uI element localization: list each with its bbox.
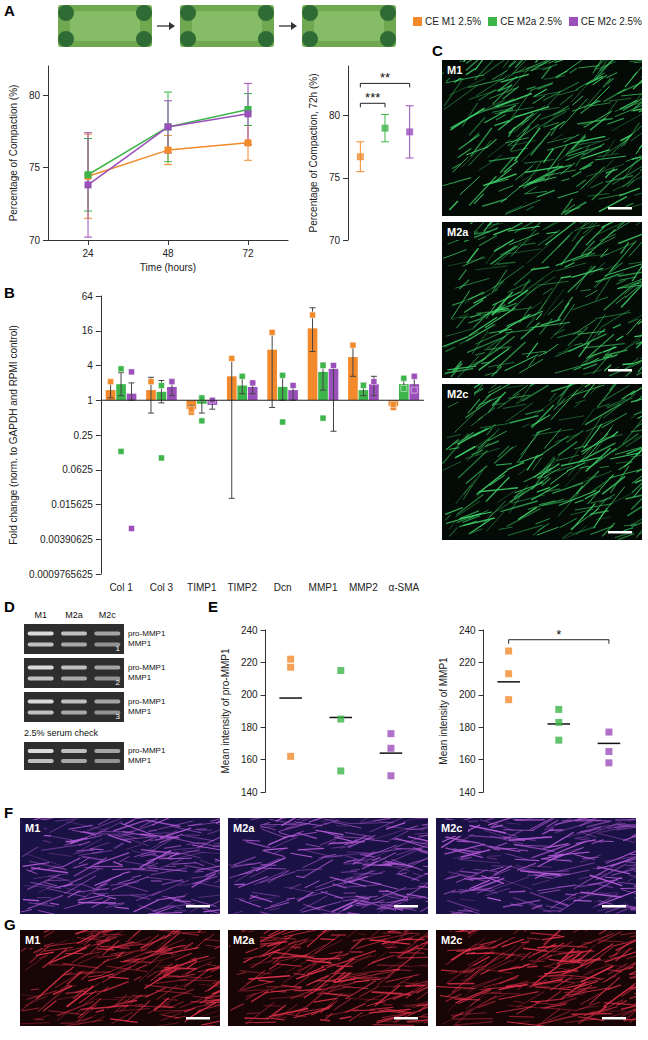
html-text:pro-MMP1: pro-MMP1 xyxy=(128,662,166,672)
html-text:CE M2c 2.5%: CE M2c 2.5% xyxy=(580,16,642,27)
html-text:CE M1 2.5%: CE M1 2.5% xyxy=(425,16,482,27)
html-text:M2a: M2a xyxy=(65,610,83,620)
html-text:MMP1: MMP1 xyxy=(128,639,152,649)
svg-text:0.25: 0.25 xyxy=(73,430,93,441)
svg-text:0.0625: 0.0625 xyxy=(62,464,93,475)
svg-text:1: 1 xyxy=(116,644,121,653)
svg-text:M1: M1 xyxy=(447,64,462,76)
svg-text:24: 24 xyxy=(82,248,94,259)
svg-text:180: 180 xyxy=(241,722,258,733)
svg-text:140: 140 xyxy=(459,787,476,798)
svg-text:M2c: M2c xyxy=(447,388,468,400)
svg-text:2: 2 xyxy=(116,678,121,687)
svg-text:48: 48 xyxy=(162,248,174,259)
svg-text:M2a: M2a xyxy=(447,226,469,238)
html-text:G: G xyxy=(4,916,16,933)
html-text:MMP1: MMP1 xyxy=(128,673,152,683)
svg-text:0.015625: 0.015625 xyxy=(51,499,93,510)
html-text:pro-MMP1: pro-MMP1 xyxy=(128,746,166,755)
svg-text:Mean intensity of pro-MMP1: Mean intensity of pro-MMP1 xyxy=(220,648,231,773)
svg-text:Col 1: Col 1 xyxy=(109,582,133,593)
html-text:A: A xyxy=(4,2,15,19)
svg-text:Mean intensity of MMP1: Mean intensity of MMP1 xyxy=(438,657,449,765)
svg-text:*: * xyxy=(556,627,561,642)
svg-text:16: 16 xyxy=(82,325,94,336)
svg-text:TIMP2: TIMP2 xyxy=(228,582,258,593)
html-text:MMP1: MMP1 xyxy=(128,756,152,765)
svg-text:4: 4 xyxy=(87,360,93,371)
svg-text:64: 64 xyxy=(82,291,94,302)
html-text:pro-MMP1: pro-MMP1 xyxy=(128,696,166,706)
html-text:D: D xyxy=(4,598,15,615)
html-text:M2c: M2c xyxy=(98,610,116,620)
svg-text:220: 220 xyxy=(459,657,476,668)
svg-text:MMP2: MMP2 xyxy=(349,582,378,593)
html-text:MMP1: MMP1 xyxy=(128,707,152,717)
svg-text:M1: M1 xyxy=(25,822,40,834)
svg-text:M2a: M2a xyxy=(233,822,255,834)
svg-text:240: 240 xyxy=(241,625,258,636)
svg-text:M2c: M2c xyxy=(441,934,462,946)
svg-text:MMP1: MMP1 xyxy=(309,582,338,593)
svg-text:220: 220 xyxy=(241,657,258,668)
svg-text:160: 160 xyxy=(241,754,258,765)
svg-text:75: 75 xyxy=(329,172,341,183)
html-text:2.5% serum check: 2.5% serum check xyxy=(24,728,98,738)
svg-text:0.0009765625: 0.0009765625 xyxy=(29,569,93,580)
svg-text:***: *** xyxy=(365,90,380,105)
svg-text:3: 3 xyxy=(116,712,121,721)
svg-text:160: 160 xyxy=(459,754,476,765)
html-text:M1: M1 xyxy=(34,610,47,620)
svg-text:M2a: M2a xyxy=(233,934,255,946)
svg-text:Fold change (norm. to GAPDH an: Fold change (norm. to GAPDH and RPMI con… xyxy=(8,325,19,545)
svg-text:Col 3: Col 3 xyxy=(150,582,174,593)
svg-text:TIMP1: TIMP1 xyxy=(187,582,217,593)
svg-text:80: 80 xyxy=(29,90,41,101)
svg-text:200: 200 xyxy=(459,689,476,700)
svg-text:Percentage of Compaction, 72h: Percentage of Compaction, 72h (%) xyxy=(308,74,319,233)
svg-text:200: 200 xyxy=(241,689,258,700)
svg-text:80: 80 xyxy=(329,110,341,121)
html-text:B: B xyxy=(4,284,15,301)
svg-text:0.00390625: 0.00390625 xyxy=(40,534,93,545)
svg-text:Dcn: Dcn xyxy=(274,582,292,593)
svg-text:70: 70 xyxy=(329,235,341,246)
svg-text:180: 180 xyxy=(459,722,476,733)
html-text:E: E xyxy=(208,598,218,615)
svg-text:70: 70 xyxy=(29,235,41,246)
html-text:pro-MMP1: pro-MMP1 xyxy=(128,628,166,638)
html-text:F: F xyxy=(4,804,14,821)
svg-text:**: ** xyxy=(380,70,390,85)
svg-text:M1: M1 xyxy=(25,934,40,946)
svg-text:140: 140 xyxy=(241,787,258,798)
svg-text:α-SMA: α-SMA xyxy=(388,582,419,593)
svg-text:1: 1 xyxy=(87,395,93,406)
svg-text:72: 72 xyxy=(242,248,254,259)
html-text:C: C xyxy=(432,42,443,59)
svg-text:Percentage of Compaction (%): Percentage of Compaction (%) xyxy=(8,85,19,222)
svg-text:75: 75 xyxy=(29,162,41,173)
svg-text:240: 240 xyxy=(459,625,476,636)
html-text:CE M2a 2.5%: CE M2a 2.5% xyxy=(500,16,562,27)
svg-text:M2c: M2c xyxy=(441,822,462,834)
svg-text:Time (hours): Time (hours) xyxy=(140,262,196,273)
